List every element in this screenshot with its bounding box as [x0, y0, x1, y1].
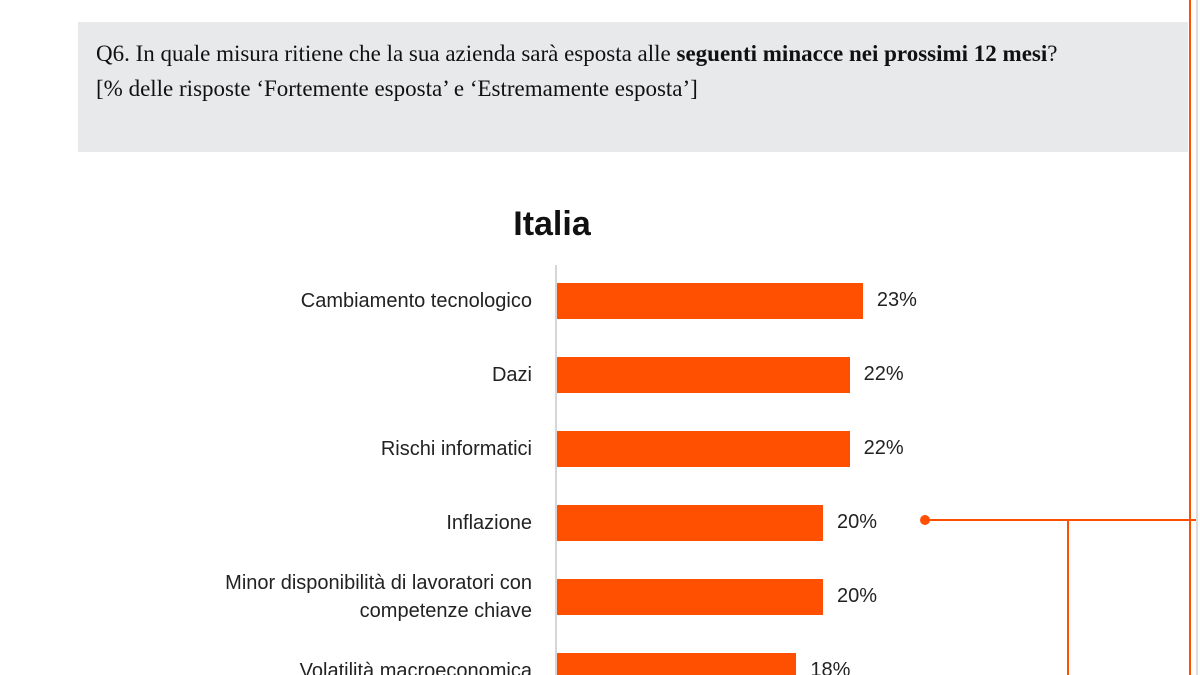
bar: [557, 431, 850, 467]
question: Q6. In quale misura ritiene che la sua a…: [96, 41, 1057, 66]
value-label: 20%: [837, 511, 878, 533]
question-box: Q6. In quale misura ritiene che la sua a…: [78, 22, 1188, 152]
question-part: seguenti minacce nei prossimi 12 mesi: [676, 41, 1048, 66]
value-label: 22%: [863, 437, 904, 459]
category-label: Rischi informatici: [380, 438, 532, 460]
bar: [557, 283, 863, 319]
bar: [557, 653, 797, 675]
question-part: Q6. In quale misura ritiene che la sua a…: [96, 41, 677, 66]
value-label: 23%: [876, 289, 917, 311]
category-label: Minor disponibilità di lavoratori con co…: [225, 572, 532, 622]
question-note: [% delle risposte ‘Fortemente esposta’ e…: [96, 76, 698, 101]
category-label: Cambiamento tecnologico: [300, 290, 532, 312]
bar: [557, 505, 823, 541]
value-label: 20%: [837, 585, 878, 607]
category-label: Dazi: [491, 364, 532, 386]
value-label: 18%: [810, 659, 851, 675]
chart-title: Italia: [513, 205, 591, 243]
category-label: Volatilità macroeconomica: [299, 660, 532, 675]
connector-dot: [920, 515, 930, 525]
category-label: Inflazione: [446, 512, 532, 534]
question-part: ?: [1047, 41, 1058, 66]
bar: [557, 357, 850, 393]
value-label: 22%: [863, 363, 904, 385]
bar: [557, 579, 823, 615]
